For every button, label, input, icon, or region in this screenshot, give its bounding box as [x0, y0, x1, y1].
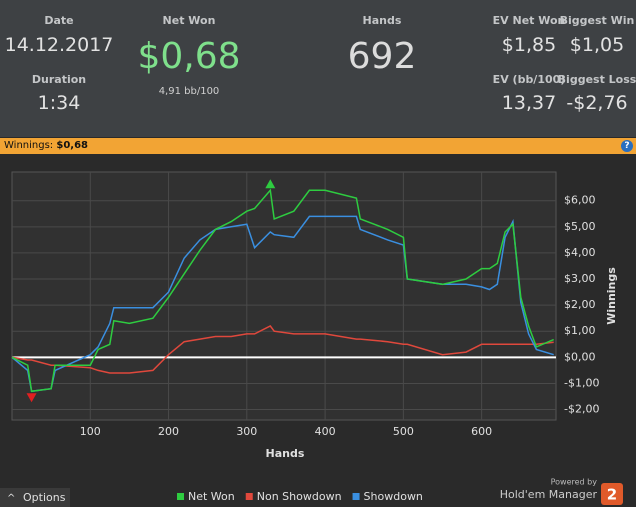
brand-badge — [601, 483, 623, 505]
badge-text: 2 — [607, 486, 617, 504]
banner-label: Winnings: — [4, 140, 54, 151]
stat-value: 13,37 — [501, 92, 557, 114]
y-tick-label: $3,00 — [564, 272, 596, 285]
stat-value: -$2,76 — [566, 92, 628, 114]
stat-value: $1,85 — [501, 34, 557, 56]
legend-swatch — [245, 493, 253, 500]
stat-value: 14.12.2017 — [4, 34, 114, 56]
stat-label: EV Net Won — [492, 14, 566, 27]
y-tick-label: -$1,00 — [564, 376, 599, 389]
max-marker — [265, 179, 276, 189]
help-button[interactable]: ? — [621, 140, 633, 152]
hands-value: 692 — [347, 36, 417, 77]
y-tick-label: $2,00 — [564, 298, 596, 311]
series-line — [11, 325, 554, 374]
stat-value: $1,05 — [569, 34, 625, 56]
series-line — [11, 188, 554, 393]
min-marker — [26, 393, 37, 403]
x-tick-label: 200 — [158, 425, 179, 438]
brand: Hold'em Manager — [500, 488, 598, 501]
y-axis-label: Winnings — [605, 267, 618, 325]
stats-header: Date 14.12.2017 Duration 1:34 Net Won $0… — [0, 0, 636, 137]
x-axis-label: Hands — [266, 447, 305, 460]
x-tick-label: 100 — [80, 425, 101, 438]
legend-swatch — [352, 493, 360, 500]
net-won-value: $0,68 — [137, 36, 241, 77]
plot-area — [11, 171, 557, 421]
legend-label: Non Showdown — [257, 490, 342, 503]
options-label[interactable]: Options — [23, 491, 66, 504]
series-line — [11, 215, 554, 393]
y-tick-label: $4,00 — [564, 246, 596, 259]
y-tick-label: $1,00 — [564, 324, 596, 337]
y-tick-label: $5,00 — [564, 220, 596, 233]
stat-value: 1:34 — [37, 92, 81, 114]
stat-label: Duration — [31, 73, 87, 86]
powered-by: Powered by — [551, 478, 598, 487]
x-tick-label: 500 — [393, 425, 414, 438]
legend-swatch — [177, 493, 184, 500]
stat-label: EV (bb/100) — [492, 73, 566, 86]
x-tick-label: 400 — [315, 425, 336, 438]
legend-label: Showdown — [364, 490, 423, 503]
stat-label: Biggest Loss — [557, 73, 636, 86]
options-icon: ^ — [7, 493, 15, 504]
stat-label: Net Won — [162, 14, 216, 27]
legend-label: Net Won — [188, 490, 235, 503]
x-tick-label: 300 — [236, 425, 257, 438]
y-tick-label: $0,00 — [564, 350, 596, 363]
y-tick-label: $6,00 — [564, 194, 596, 207]
stat-label: Biggest Win — [559, 14, 635, 27]
x-tick-label: 600 — [471, 425, 492, 438]
stat-sub: 4,91 bb/100 — [158, 86, 220, 97]
chart: ^ Options Powered by Hold'em Manager 2 H… — [0, 171, 623, 507]
options-button[interactable] — [0, 488, 70, 507]
banner-value: $0,68 — [56, 140, 88, 151]
y-tick-label: -$2,00 — [564, 403, 599, 416]
stat-label: Hands — [362, 14, 402, 27]
section-banner: Winnings: $0,68 ? — [0, 138, 636, 154]
stat-label: Date — [44, 14, 74, 27]
